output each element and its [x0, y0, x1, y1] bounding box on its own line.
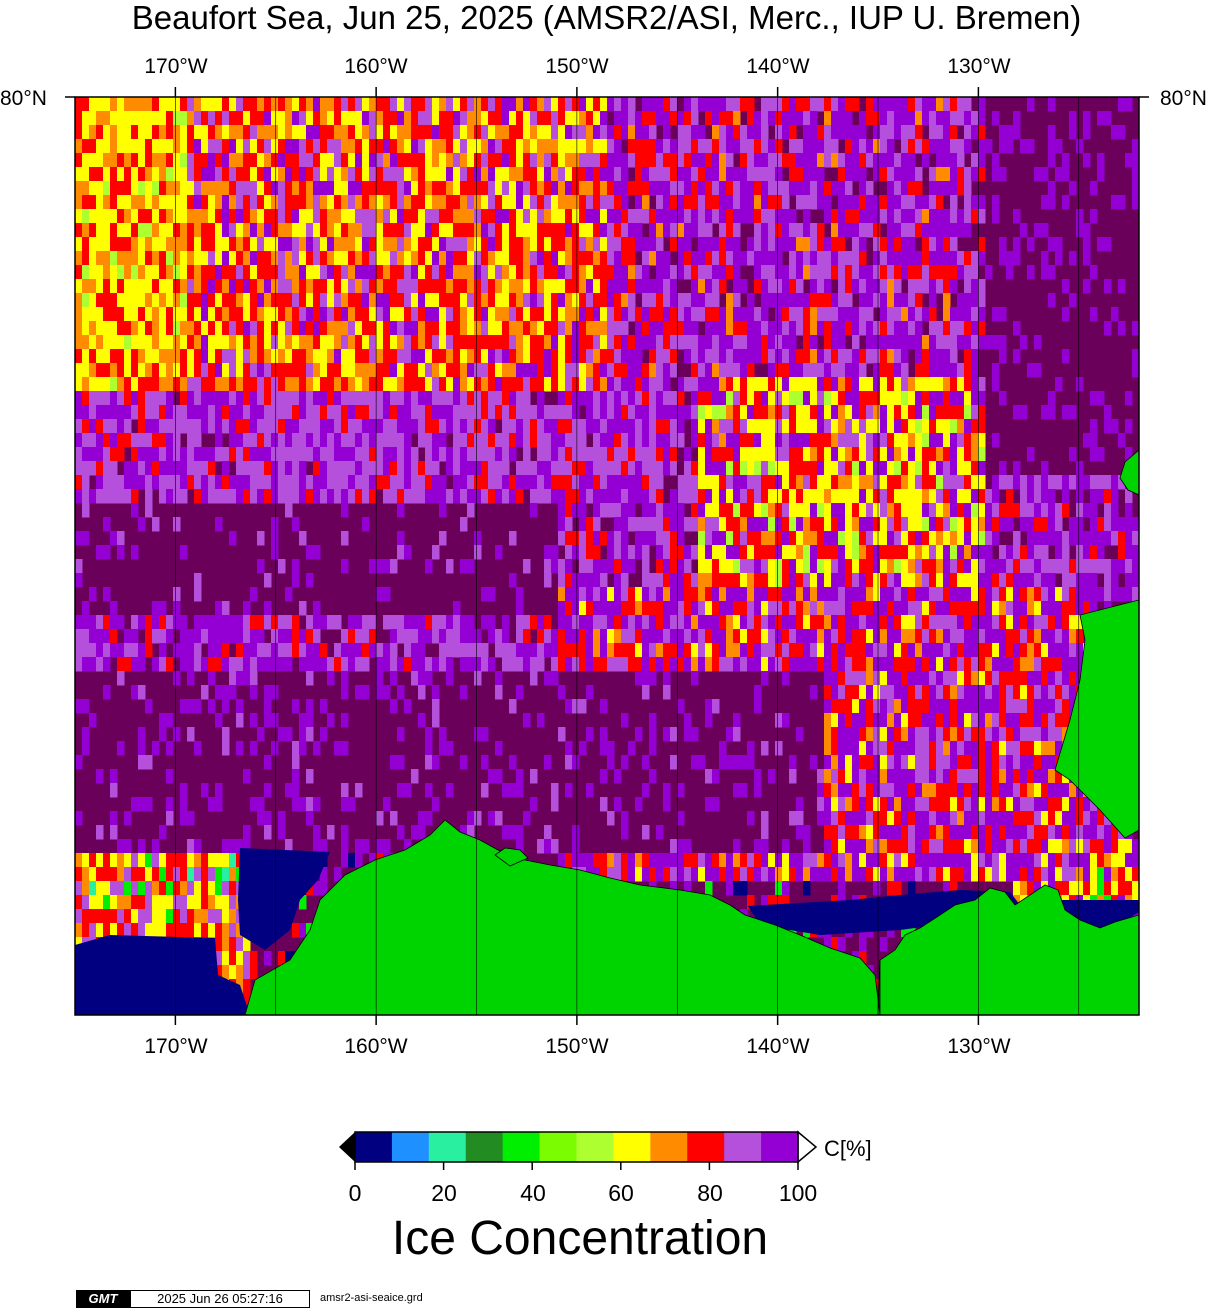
timestamp: 2025 Jun 26 05:27:16 [130, 1290, 310, 1308]
colorbar-box-6 [576, 1132, 614, 1162]
lon-label-top-130w: 130°W [947, 55, 1011, 78]
open-water-mackenzie [748, 890, 1020, 935]
border-line [877, 959, 881, 1015]
colorbar-box-3 [465, 1132, 504, 1162]
colorbar-box-5 [539, 1132, 577, 1162]
lat-label-right: 80°N [1160, 87, 1207, 110]
colorbar-tick-60: 60 [608, 1180, 634, 1206]
colorbar-tick-20: 20 [431, 1180, 457, 1206]
open-water-chukchi-coast [238, 848, 330, 950]
map-ticks [65, 87, 1149, 1025]
ice-pixel-layer [75, 97, 1139, 1015]
map-title: Beaufort Sea, Jun 25, 2025 (AMSR2/ASI, M… [131, 0, 1082, 36]
colorbar-frame [354, 1131, 799, 1163]
land-herschel [494, 847, 529, 867]
land-banks-island [1054, 599, 1139, 839]
colorbar-box-2 [428, 1132, 467, 1162]
colorbar-tick-40: 40 [520, 1180, 546, 1206]
lon-label-top-170w: 170°W [144, 55, 208, 78]
colorbar-label: Ice Concentration [391, 1212, 769, 1265]
lon-label-bottom-130w: 130°W [947, 1035, 1011, 1058]
open-water-kotzebue [75, 935, 250, 1015]
colorbar-tick-marks [354, 1162, 799, 1170]
meridian-grid [175, 97, 1080, 1015]
lon-label-bottom-170w: 170°W [144, 1035, 208, 1058]
map-frame [74, 96, 1140, 1016]
lon-label-top-140w: 140°W [746, 55, 810, 78]
colorbar-tick-80: 80 [697, 1180, 723, 1206]
ice-concentration-map [65, 87, 1149, 1025]
land-alaska [244, 819, 881, 1015]
colorbar-tick-100: 100 [778, 1180, 818, 1206]
colorbar-box-10 [724, 1132, 762, 1162]
colorbar-tick-0: 0 [348, 1180, 362, 1206]
gmt-logo: GMT [76, 1290, 130, 1308]
colorbar-box-1 [391, 1132, 430, 1162]
colorbar-box-9 [687, 1132, 725, 1162]
colorbar-over-triangle [797, 1130, 818, 1164]
lon-label-bottom-140w: 140°W [746, 1035, 810, 1058]
lon-label-top-160w: 160°W [344, 55, 408, 78]
colorbar-unit: C[%] [824, 1136, 872, 1161]
land-prince-patrick [1119, 449, 1139, 496]
colorbar-box-8 [650, 1132, 688, 1162]
lon-label-bottom-150w: 150°W [545, 1035, 609, 1058]
colorbar-box-11 [761, 1132, 799, 1162]
grid-file-name: amsr2-asi-seaice.grd [320, 1292, 423, 1304]
lon-label-top-150w: 150°W [545, 55, 609, 78]
colorbar-box-0 [355, 1132, 393, 1162]
colorbar-under-triangle [339, 1132, 355, 1162]
colorbar-boxes [355, 1132, 799, 1162]
colorbar-box-4 [502, 1132, 541, 1162]
lon-label-bottom-160w: 160°W [344, 1035, 408, 1058]
lat-label-left: 80°N [0, 87, 47, 110]
colorbar-box-7 [613, 1132, 651, 1162]
land-yukon [879, 884, 1139, 1015]
